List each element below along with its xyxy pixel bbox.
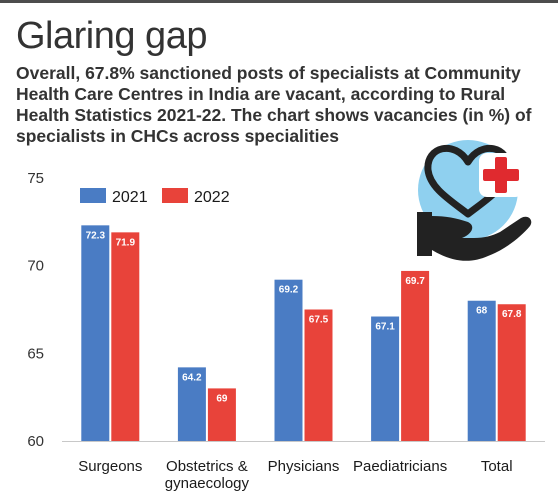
data-label: 64.2 (182, 372, 202, 383)
bar-2021 (371, 316, 400, 441)
icon-cross-horizontal (483, 169, 519, 181)
y-tick-label: 75 (27, 170, 44, 187)
x-category-label: Paediatricians (353, 458, 447, 475)
bar-2021 (274, 279, 303, 441)
top-rule (0, 0, 558, 3)
chart-title: Glaring gap (16, 15, 207, 57)
legend: 2021 2022 (80, 188, 230, 206)
chart-subtitle: Overall, 67.8% sanctioned posts of speci… (16, 63, 532, 146)
x-axis: Surgeons Obstetrics &gynaecology Physician… (62, 441, 545, 492)
legend-swatch-2022 (162, 188, 188, 203)
data-label: 67.5 (309, 315, 329, 326)
data-label: 67.8 (502, 309, 522, 320)
healthcare-hand-heart-icon (417, 140, 532, 261)
bar-2021 (177, 367, 206, 441)
bar-2022 (401, 270, 430, 441)
bar-2022 (111, 232, 140, 441)
x-category-label: Physicians (268, 458, 340, 475)
bar-2021 (81, 225, 110, 441)
data-label: 72.3 (86, 230, 106, 241)
y-tick-label: 70 (27, 258, 44, 275)
bar-2022 (497, 304, 526, 441)
y-tick-label: 65 (27, 345, 44, 362)
bar-2021 (467, 300, 496, 441)
icon-hand (417, 212, 532, 261)
x-category-label: gynaecology (165, 475, 250, 492)
x-category-label: Total (481, 458, 513, 475)
data-label: 68 (476, 306, 488, 317)
legend-swatch-2021 (80, 188, 106, 203)
x-category-label: Obstetrics & (166, 458, 248, 475)
x-category-label: Surgeons (78, 458, 142, 475)
bar-2022 (304, 309, 333, 441)
data-label: 69.2 (279, 285, 299, 296)
data-label: 69 (216, 393, 228, 404)
bars: 72.3 71.9 64.2 69 69.2 67.5 67.1 69.7 68 67.8 (81, 225, 526, 441)
y-axis: 60 65 70 75 (27, 170, 44, 450)
data-label: 67.1 (375, 322, 395, 333)
data-label: 69.7 (405, 276, 425, 287)
legend-label: 2021 (112, 189, 148, 206)
y-tick-label: 60 (27, 433, 44, 450)
data-label: 71.9 (116, 237, 136, 248)
legend-label: 2022 (194, 189, 230, 206)
bar-2022 (207, 388, 236, 441)
